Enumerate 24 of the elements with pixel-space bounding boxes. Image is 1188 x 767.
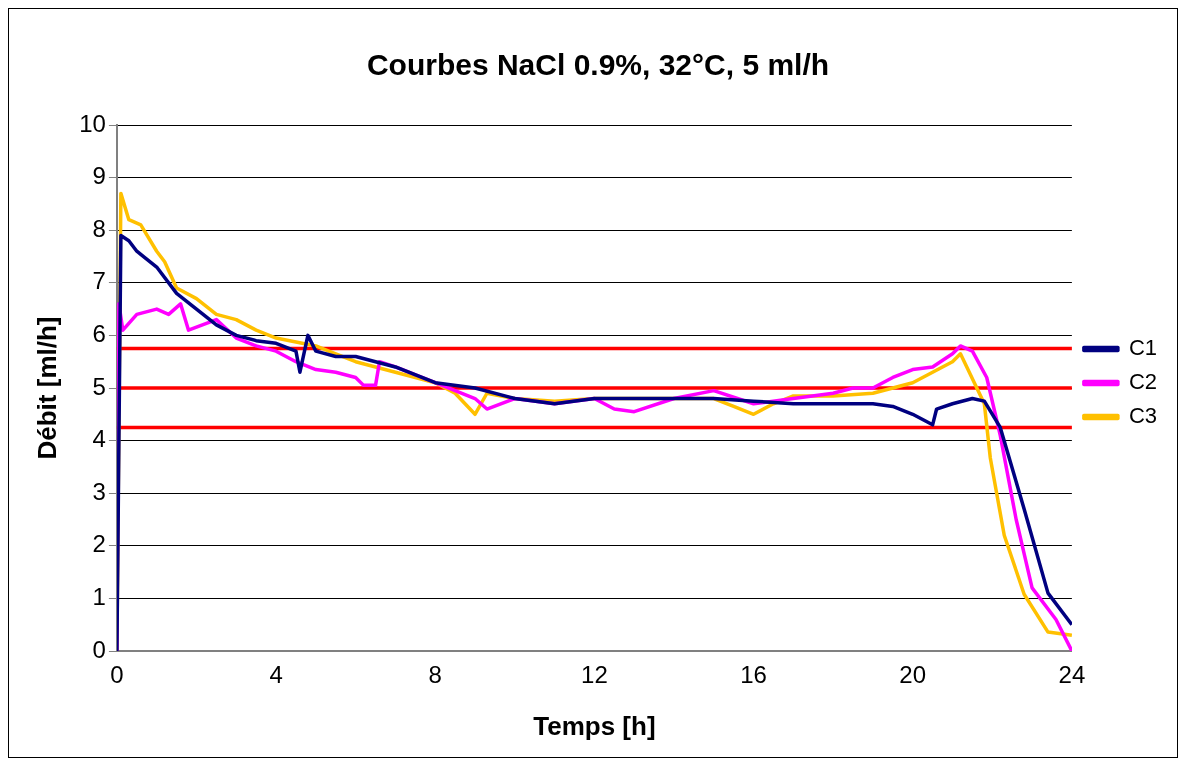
- y-tick-label: 6: [92, 320, 106, 348]
- y-tick-label: 4: [92, 425, 106, 453]
- y-axis-title: Débit [ml/h]: [31, 316, 62, 460]
- legend-label: C3: [1128, 403, 1157, 429]
- y-tick-label: 8: [92, 214, 106, 242]
- x-axis-title: Temps [h]: [533, 710, 656, 741]
- y-tick-label: 5: [92, 372, 106, 400]
- x-tick-label: 24: [1058, 661, 1086, 689]
- y-tick-label: 1: [92, 583, 106, 611]
- legend-label: C2: [1128, 369, 1157, 395]
- y-tick-label: 10: [79, 109, 106, 137]
- y-tick-label: 2: [92, 530, 106, 558]
- x-tick-label: 4: [269, 661, 283, 689]
- y-tick-label: 9: [92, 162, 106, 190]
- x-tick-label: 20: [899, 661, 927, 689]
- x-tick-label: 12: [581, 661, 608, 689]
- y-tick-label: 7: [92, 267, 106, 295]
- y-tick-label: 3: [92, 477, 106, 505]
- x-tick-label: 16: [740, 661, 767, 689]
- x-tick-label: 8: [428, 661, 442, 689]
- legend-label: C1: [1128, 335, 1157, 361]
- chart-title: Courbes NaCl 0.9%, 32°C, 5 ml/h: [366, 48, 830, 82]
- x-tick-label: 0: [110, 661, 124, 689]
- y-tick-label: 0: [92, 635, 106, 663]
